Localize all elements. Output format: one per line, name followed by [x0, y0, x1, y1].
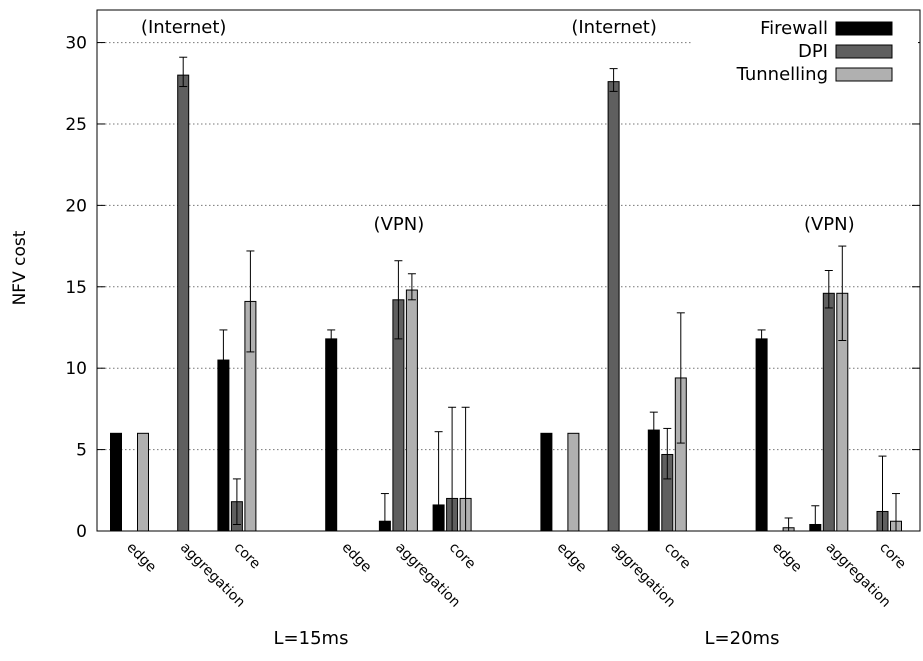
legend-swatch	[835, 44, 893, 59]
y-axis-label: NFV cost	[10, 230, 30, 305]
scenario-label: (Internet)	[571, 17, 657, 38]
legend-label: Tunnelling	[736, 64, 828, 85]
group-label: L=20ms	[705, 628, 780, 649]
x-tick-label: edge	[554, 540, 590, 576]
x-tick-label: core	[446, 540, 479, 573]
y-tick-label: 5	[76, 441, 87, 461]
x-tick-label: edge	[123, 540, 159, 576]
scenario-label: (VPN)	[804, 214, 855, 235]
bar-dpi	[177, 74, 190, 532]
x-tick-label: edge	[769, 540, 805, 576]
bar-firewall	[110, 432, 122, 532]
error-bars	[179, 56, 900, 532]
legend-swatch	[835, 21, 893, 36]
bars	[110, 74, 902, 532]
y-tick-label: 25	[65, 115, 87, 135]
bar-dpi	[822, 292, 835, 532]
plot-frame	[96, 9, 921, 532]
x-tick-label: core	[231, 540, 264, 573]
scenario-label: (VPN)	[374, 214, 425, 235]
x-tick-label: core	[876, 540, 909, 573]
bar-firewall	[540, 432, 553, 532]
legend-swatch	[835, 67, 893, 82]
x-tick-label: edge	[338, 540, 374, 576]
y-axis-ticks: 0 5 10 15 20 25 30	[65, 34, 920, 542]
scenario-annotations: (Internet) (VPN) (Internet) (VPN)	[141, 17, 855, 235]
bar-dpi	[607, 81, 620, 532]
legend-label: Firewall	[760, 18, 828, 39]
scenario-label: (Internet)	[141, 17, 227, 38]
bar-tunnelling	[405, 289, 418, 532]
y-tick-label: 30	[65, 34, 87, 54]
y-tick-label: 20	[65, 196, 87, 216]
bar-tunnelling	[567, 432, 580, 532]
x-tick-label: core	[661, 540, 694, 573]
bar-tunnelling	[137, 432, 149, 532]
y-tick-label: 10	[65, 359, 87, 379]
grid-lines	[97, 42, 920, 451]
y-tick-label: 0	[76, 522, 87, 542]
y-tick-label: 15	[65, 278, 87, 298]
legend-label: DPI	[798, 41, 828, 62]
group-label: L=15ms	[274, 628, 349, 649]
